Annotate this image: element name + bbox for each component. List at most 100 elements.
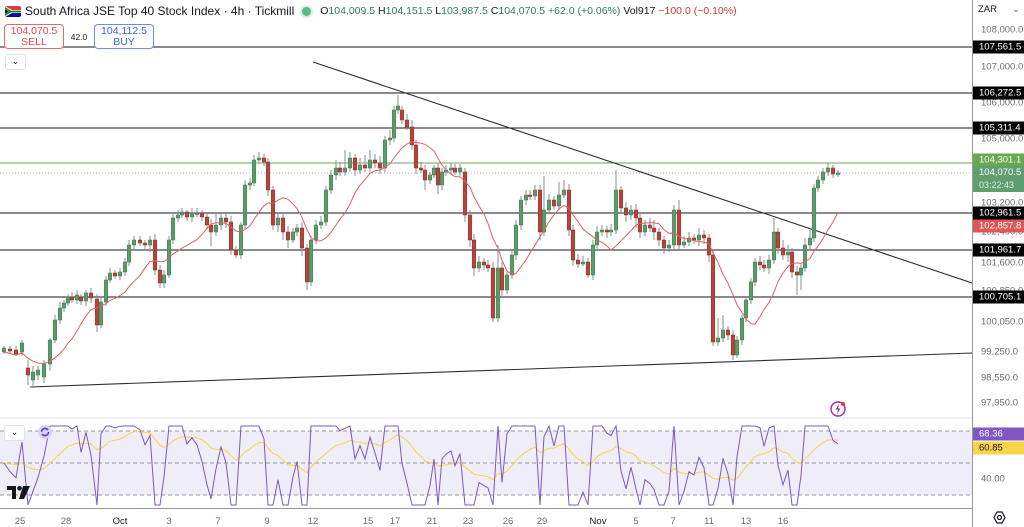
buy-button[interactable]: 104,112.5 BUY [94,24,154,49]
candle-body [122,261,128,273]
candle-body [633,209,639,219]
candle-body [802,244,808,269]
candle-body [418,167,424,171]
buy-label: BUY [113,36,135,48]
candle-body [561,189,567,196]
time-axis-label: 17 [389,516,401,527]
trendline [29,352,972,388]
time-axis[interactable] [0,508,972,527]
candle-body [599,229,605,233]
candle-body [377,162,383,169]
candle-body [613,189,619,231]
candle-body [30,371,36,381]
price-chart-canvas[interactable] [0,0,972,508]
candle-body [304,247,310,283]
candle-body [798,267,804,276]
south-africa-flag-icon [5,5,21,17]
price-axis-tick: 99,250.0 [981,346,1018,358]
candle-body [189,212,195,218]
candle-body [701,234,707,239]
candle-body [299,227,305,249]
candle-body [537,189,543,233]
candle-body [556,194,562,207]
sell-price: 104,070.5 [10,25,58,37]
low-label: L [435,5,442,17]
candle-body [499,267,505,291]
time-axis-label: 7 [670,516,676,527]
candle-body [247,182,253,186]
candle-body [618,189,624,209]
candle-body [170,217,176,241]
price-axis-tick: 106,000.0 [981,97,1024,109]
time-axis-label: 5 [633,516,639,527]
moving-average-line [3,141,839,365]
candle-body [452,167,458,173]
candle-body [513,224,519,256]
price-axis[interactable] [972,0,1024,527]
symbol-title[interactable]: South Africa JSE Top 40 Stock Index · 4h… [25,4,295,18]
candle-body [546,199,552,211]
rsi-value-tag: 68.36 [973,427,1024,441]
candle-body [69,296,75,301]
candle-body [462,171,468,216]
price-axis-tick: 101,600.0 [981,257,1024,269]
rsi-collapse-button[interactable]: ⌄ [4,425,25,441]
candle-body [710,254,716,343]
candle-body [256,157,262,161]
candle-body [720,329,726,339]
candle-body [137,239,143,244]
candle-body [715,337,721,343]
candle-body [194,212,200,215]
rsi-line [3,424,839,506]
candle-body [608,229,614,233]
candle-body [78,296,84,302]
candle-body [7,348,13,352]
candle-body [342,167,348,173]
level-tag-100705: 100,705.1 [973,290,1024,304]
candle-body [233,249,239,256]
candle-body [766,259,772,269]
candle-body [83,292,89,302]
candle-body [661,239,667,249]
candle-body [785,251,791,256]
candle-body [61,302,67,309]
sell-button[interactable]: 104,070.5 SELL [4,24,64,49]
settings-gear-icon[interactable] [993,511,1006,524]
candle-body [671,209,677,246]
volume-value: 917 [637,5,656,17]
candle-body [399,109,405,121]
candle-body [382,139,388,169]
time-axis-label: 29 [536,516,548,527]
candle-body [642,224,648,233]
rsi-indicator-refresh-icon[interactable] [38,425,52,439]
candle-body [367,159,373,169]
candle-body [457,167,463,173]
trade-panel: 104,070.5 SELL 42.0 104,112.5 BUY [4,24,154,49]
candle-body [294,227,300,233]
candle-body [25,367,31,376]
candle-body [570,229,576,261]
candle-body [157,269,163,284]
candle-body [357,164,363,171]
candle-body [328,174,334,191]
candle-body [251,159,257,184]
candle-body [337,167,343,173]
candle-body [352,157,358,171]
level-tag-101961: 101,961.7 [973,243,1024,257]
candle-body [333,167,339,176]
candle-body [527,194,533,197]
candle-body [623,207,629,216]
currency-selector[interactable]: ZAR ⌄ [978,4,1020,15]
candle-body [117,271,123,277]
candle-body [651,227,657,233]
candle-body [761,264,767,269]
candle-body [166,239,172,276]
time-axis-label: 7 [215,516,221,527]
collapse-legend-button[interactable]: ⌄ [5,54,26,70]
candle-body [131,239,137,246]
last-price: 104,070.5 [979,167,1022,178]
candle-body [57,307,63,321]
candle-body [794,271,800,276]
candle-body [815,179,821,189]
candle-body [509,254,515,276]
